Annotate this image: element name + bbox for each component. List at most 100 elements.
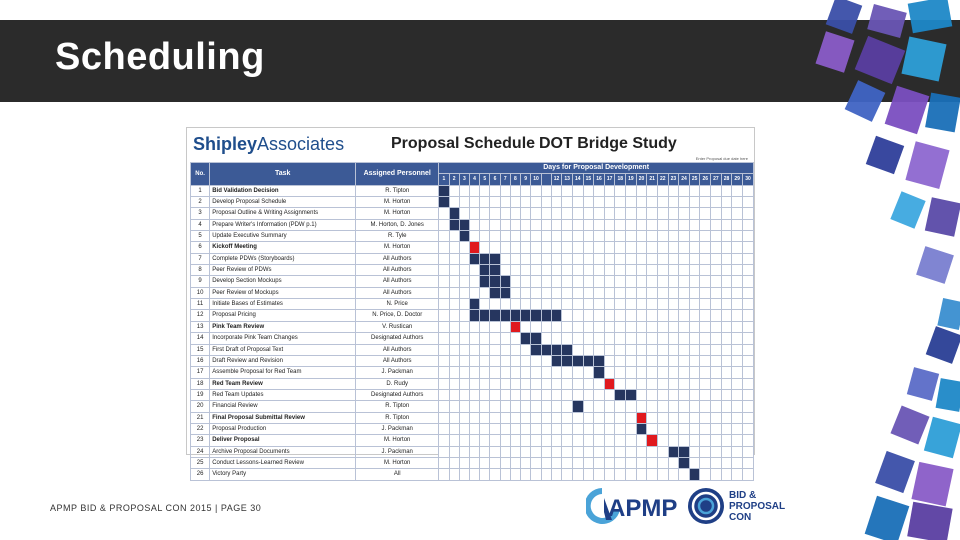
day-cell — [741, 309, 755, 322]
day-cell — [540, 411, 552, 424]
day-cell — [656, 207, 669, 220]
day-cell — [479, 366, 491, 379]
day-cell — [731, 377, 743, 390]
day-cell — [741, 320, 755, 334]
day-cell — [741, 275, 755, 288]
day-cell — [509, 264, 522, 277]
day-cell — [625, 286, 637, 300]
day-cell — [731, 343, 743, 356]
day-cell — [625, 184, 637, 198]
day-cell — [646, 343, 658, 356]
day-cell — [656, 332, 669, 345]
day-label: 20 — [635, 173, 648, 186]
day-cell — [710, 275, 722, 288]
day-cell — [603, 366, 616, 379]
day-cell — [646, 264, 658, 277]
day-cell — [550, 456, 563, 470]
col-header-no: No. — [189, 162, 211, 186]
svg-text:BID &: BID & — [729, 490, 756, 501]
task-name: Complete PDWs (Storyboards) — [209, 252, 357, 266]
day-cell — [688, 320, 701, 334]
day-cell — [603, 241, 616, 254]
day-cell — [731, 196, 743, 209]
day-cell — [656, 343, 669, 356]
day-cell — [667, 354, 680, 368]
assigned-personnel: Designated Authors — [355, 332, 440, 345]
day-cell — [593, 388, 605, 402]
task-number: 15 — [189, 343, 211, 356]
day-label: 18 — [614, 173, 627, 186]
day-cell — [731, 366, 743, 379]
day-cell — [458, 434, 470, 447]
gantt-bar — [479, 264, 491, 277]
gantt-bar — [614, 388, 627, 402]
day-cell — [550, 298, 563, 311]
day-cell — [646, 354, 658, 368]
day-cell — [678, 218, 690, 232]
day-cell — [699, 218, 712, 232]
day-cell — [458, 343, 470, 356]
day-cell — [499, 264, 511, 277]
day-cell — [720, 411, 733, 424]
day-cell — [625, 218, 637, 232]
day-cell — [741, 252, 755, 266]
day-cell — [509, 354, 522, 368]
day-cell — [499, 184, 511, 198]
day-cell — [468, 218, 481, 232]
day-cell — [561, 456, 573, 470]
day-cell — [458, 422, 470, 436]
day-cell — [520, 468, 532, 481]
day-cell — [448, 456, 460, 470]
task-number: 23 — [189, 434, 211, 447]
day-cell — [499, 366, 511, 379]
day-cell — [479, 354, 491, 368]
gantt-bar — [468, 241, 481, 254]
day-cell — [635, 400, 648, 413]
day-cell — [458, 445, 470, 458]
table-row: 8 Peer Review of PDWs All Authors — [189, 264, 755, 277]
day-cell — [646, 320, 658, 334]
day-cell — [678, 241, 690, 254]
day-cell — [499, 230, 511, 243]
day-cell — [530, 366, 542, 379]
day-cell — [520, 377, 532, 390]
day-cell — [741, 354, 755, 368]
day-cell — [499, 422, 511, 436]
day-cell — [530, 218, 542, 232]
day-cell — [540, 252, 552, 266]
gantt-bar — [550, 354, 563, 368]
day-cell — [720, 468, 733, 481]
day-label: 8 — [509, 173, 522, 186]
day-cell — [468, 400, 481, 413]
day-cell — [448, 264, 460, 277]
task-name: Archive Proposal Documents — [209, 445, 357, 458]
day-cell — [561, 445, 573, 458]
day-cell — [550, 218, 563, 232]
task-name: Peer Review of PDWs — [209, 264, 357, 277]
day-cell — [656, 388, 669, 402]
day-cell — [741, 332, 755, 345]
day-cell — [593, 434, 605, 447]
day-cell — [550, 264, 563, 277]
day-cell — [710, 354, 722, 368]
day-cell — [614, 218, 627, 232]
day-cell — [571, 388, 584, 402]
day-cell — [699, 366, 712, 379]
day-cell — [550, 230, 563, 243]
day-cell — [520, 434, 532, 447]
day-cell — [603, 320, 616, 334]
day-cell — [530, 422, 542, 436]
day-cell — [479, 320, 491, 334]
gantt-bar — [509, 309, 522, 322]
day-cell — [458, 264, 470, 277]
day-cell — [438, 388, 450, 402]
day-cell — [561, 320, 573, 334]
day-cell — [561, 252, 573, 266]
day-cell — [720, 366, 733, 379]
task-number: 8 — [189, 264, 211, 277]
day-cell — [509, 196, 522, 209]
day-cell — [667, 377, 680, 390]
task-number: 3 — [189, 207, 211, 220]
day-cell — [646, 456, 658, 470]
assigned-personnel: M. Horton, D. Jones — [355, 218, 440, 232]
